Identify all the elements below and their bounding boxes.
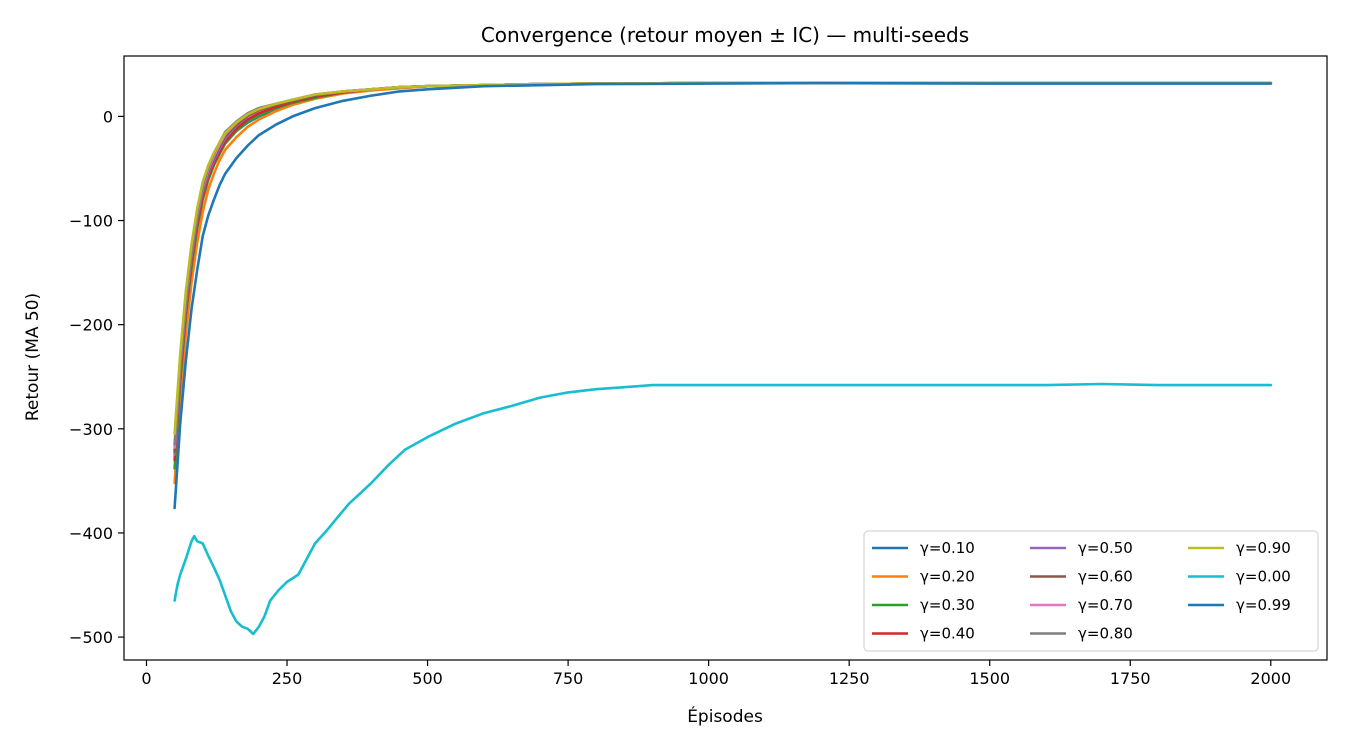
series-line-3	[173, 81, 1273, 462]
x-tick-label: 1000	[688, 669, 729, 688]
x-axis-ticks: 0 250 500 750 1000 1250 1500 1750 2000	[141, 660, 1291, 688]
plot-lines	[173, 81, 1273, 636]
y-tick-label: −100	[69, 212, 113, 231]
legend-label: γ=0.10	[920, 539, 975, 557]
y-axis-ticks: 0 −100 −200 −300 −400 −500	[69, 107, 124, 647]
series-line-7	[173, 81, 1273, 446]
series-line-0	[173, 81, 1273, 451]
legend-label: γ=0.30	[920, 596, 975, 614]
legend-label: γ=0.40	[920, 625, 975, 643]
series-line-8	[173, 81, 1273, 436]
legend-label: γ=0.60	[1078, 568, 1133, 586]
x-tick-label: 2000	[1250, 669, 1291, 688]
y-tick-label: −400	[69, 524, 113, 543]
series-line-1	[173, 81, 1273, 485]
legend: γ=0.10 γ=0.20 γ=0.30 γ=0.40 γ=0.50 γ=0.60 γ=0.…	[863, 530, 1319, 652]
x-axis-label: Épisodes	[687, 705, 763, 727]
x-tick-label: 0	[141, 669, 151, 688]
series-line-5	[173, 81, 1273, 453]
x-tick-label: 750	[553, 669, 584, 688]
legend-label: γ=0.70	[1078, 596, 1133, 614]
x-tick-label: 500	[412, 669, 443, 688]
x-tick-label: 1750	[1110, 669, 1151, 688]
y-axis-label: Retour (MA 50)	[23, 293, 43, 421]
legend-label: γ=0.50	[1078, 539, 1133, 557]
series-line-2	[173, 81, 1273, 470]
legend-label: γ=0.00	[1236, 568, 1291, 586]
legend-label: γ=0.90	[1236, 539, 1291, 557]
y-tick-label: −300	[69, 420, 113, 439]
legend-label: γ=0.99	[1236, 596, 1291, 614]
chart-title: Convergence (retour moyen ± IC) — multi-…	[481, 23, 969, 47]
series-line-6	[173, 81, 1273, 449]
x-tick-label: 250	[272, 669, 303, 688]
plot-frame	[123, 55, 1328, 661]
y-tick-label: −500	[69, 628, 113, 647]
legend-label: γ=0.80	[1078, 625, 1133, 643]
series-line-9	[173, 382, 1273, 636]
legend-box	[863, 530, 1319, 652]
series-line-4	[173, 81, 1273, 457]
series-line-10	[173, 81, 1273, 510]
x-tick-label: 1500	[969, 669, 1010, 688]
y-tick-label: 0	[103, 107, 113, 126]
legend-label: γ=0.20	[920, 568, 975, 586]
x-tick-label: 1250	[829, 669, 870, 688]
y-tick-label: −200	[69, 316, 113, 335]
